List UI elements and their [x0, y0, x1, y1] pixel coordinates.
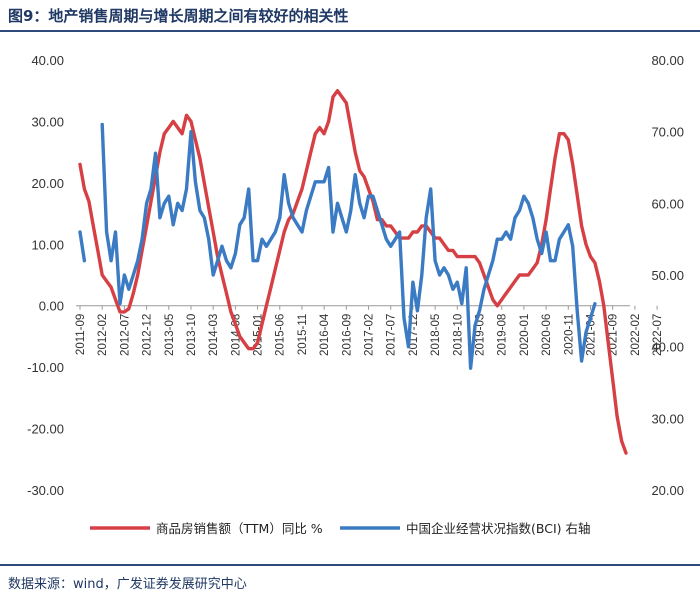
legend: 商品房销售额（TTM）同比 % 中国企业经营状况指数(BCI) 右轴 [90, 521, 591, 536]
right-tick-label: 40.00 [651, 340, 684, 355]
legend-bci-label: 中国企业经营状况指数(BCI) 右轴 [406, 521, 591, 536]
series-layer [78, 89, 628, 455]
right-tick-label: 30.00 [651, 411, 684, 426]
left-tick-label: 40.00 [31, 53, 64, 68]
title-bar: 图9：地产销售周期与增长周期之间有较好的相关性 [0, 0, 700, 32]
x-tick-label: 2015-06 [275, 314, 287, 356]
x-tick-label: 2014-03 [208, 314, 220, 356]
left-tick-label: -20.00 [27, 422, 64, 437]
x-tick-label: 2018-05 [430, 314, 442, 356]
x-tick-label: 2013-10 [186, 314, 198, 356]
right-tick-label: 50.00 [651, 268, 684, 283]
right-tick-label: 60.00 [651, 196, 684, 211]
x-tick-label: 2019-03 [475, 314, 487, 356]
left-tick-label: -30.00 [27, 483, 64, 498]
x-tick-label: 2013-05 [164, 314, 176, 356]
x-tick-label: 2017-02 [364, 314, 376, 356]
right-tick-label: 80.00 [651, 53, 684, 68]
x-tick-label: 2017-07 [386, 314, 398, 356]
x-tick-label: 2020-11 [563, 314, 575, 355]
x-tick-label: 2012-12 [142, 314, 154, 356]
sales-yoy-line [78, 89, 628, 455]
left-tick-label: 0.00 [39, 299, 64, 314]
x-tick-label: 2020-01 [519, 314, 531, 356]
x-tick-label: 2012-07 [119, 314, 131, 356]
x-tick-label: 2021-09 [608, 314, 620, 356]
x-tick-label: 2019-08 [497, 314, 509, 356]
x-tick-label: 2022-07 [652, 314, 664, 356]
x-tick-label: 2012-02 [97, 314, 109, 356]
x-tick-label: 2018-10 [452, 314, 464, 356]
bci-line [78, 122, 597, 370]
axis-layer: 40.00 30.00 20.00 10.00 0.00 -10.00 -20.00 -30.… [27, 53, 684, 498]
left-tick-label: 20.00 [31, 176, 64, 191]
figure-title: 图9：地产销售周期与增长周期之间有较好的相关性 [8, 7, 349, 25]
source-note: 数据来源：wind，广发证券发展研究中心 [8, 577, 247, 592]
legend-sales-label: 商品房销售额（TTM）同比 % [156, 521, 323, 536]
x-tick-label: 2015-11 [297, 314, 309, 355]
x-tick-label: 2011-09 [75, 314, 87, 355]
left-tick-label: -10.00 [27, 360, 64, 375]
x-tick-label: 2014-08 [230, 314, 242, 356]
left-tick-label: 30.00 [31, 114, 64, 129]
chart: 40.00 30.00 20.00 10.00 0.00 -10.00 -20.00 -30.… [27, 53, 684, 536]
x-tick-label: 2022-02 [630, 314, 642, 356]
left-tick-label: 10.00 [31, 237, 64, 252]
right-tick-label: 20.00 [651, 483, 684, 498]
right-tick-label: 70.00 [651, 125, 684, 140]
x-tick-label: 2016-04 [319, 313, 331, 356]
x-tick-label: 2020-06 [541, 314, 553, 356]
source-bar: 数据来源：wind，广发证券发展研究中心 [0, 564, 700, 599]
x-tick-label: 2016-09 [341, 314, 353, 356]
